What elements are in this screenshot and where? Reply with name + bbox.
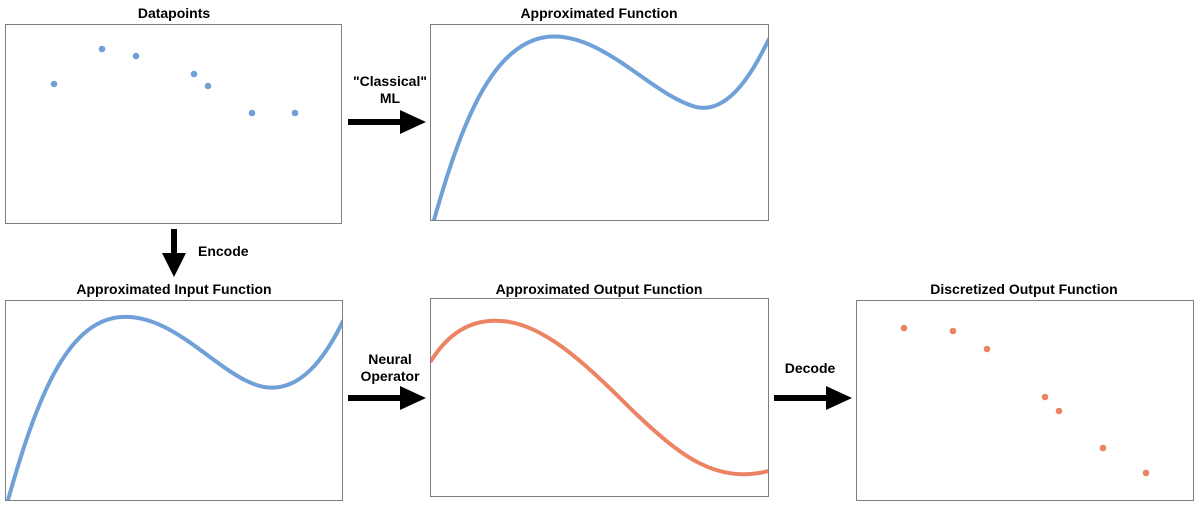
plot-area — [6, 314, 342, 500]
discretized-point-6 — [1099, 444, 1107, 452]
datapoint-1 — [50, 80, 58, 88]
datapoints-panel — [5, 24, 342, 224]
discretized-point-2 — [949, 327, 957, 335]
approx-function-curve — [432, 34, 768, 220]
discretized-point-5 — [1055, 407, 1063, 415]
decode-arrow — [774, 386, 852, 410]
discretized-point-4 — [1041, 393, 1049, 401]
encode-arrow — [162, 229, 186, 277]
neural-operator-label: Neural Operator — [360, 351, 420, 384]
discretized-point-7 — [1142, 469, 1150, 477]
plot-area — [431, 318, 768, 477]
discretized-output-panel — [856, 300, 1194, 501]
discretized-point-3 — [983, 345, 991, 353]
approx-input-panel — [5, 300, 343, 501]
approx-output-curve — [431, 318, 768, 477]
datapoint-4 — [190, 70, 198, 78]
neural-operator-arrow — [348, 386, 426, 410]
approx-output-title: Approximated Output Function — [495, 281, 703, 297]
classical-ml-label: "Classical" ML — [353, 73, 427, 106]
discretized-point-1 — [900, 324, 908, 332]
decode-label: Decode — [784, 360, 836, 376]
datapoint-6 — [248, 109, 256, 117]
approx-function-panel — [430, 24, 769, 221]
datapoint-2 — [98, 45, 106, 53]
classical-ml-arrow — [348, 110, 426, 134]
approx-output-panel — [430, 298, 769, 497]
datapoint-5 — [204, 82, 212, 90]
discretized-output-title: Discretized Output Function — [930, 281, 1118, 297]
approx-input-title: Approximated Input Function — [76, 281, 272, 297]
approx-function-title: Approximated Function — [520, 5, 678, 21]
plot-area — [50, 45, 299, 117]
plot-area — [900, 324, 1150, 477]
datapoint-3 — [132, 52, 140, 60]
encode-label: Encode — [198, 243, 249, 259]
plot-area — [432, 34, 768, 220]
datapoints-title: Datapoints — [137, 5, 211, 21]
approx-input-curve — [6, 314, 342, 500]
datapoint-7 — [291, 109, 299, 117]
